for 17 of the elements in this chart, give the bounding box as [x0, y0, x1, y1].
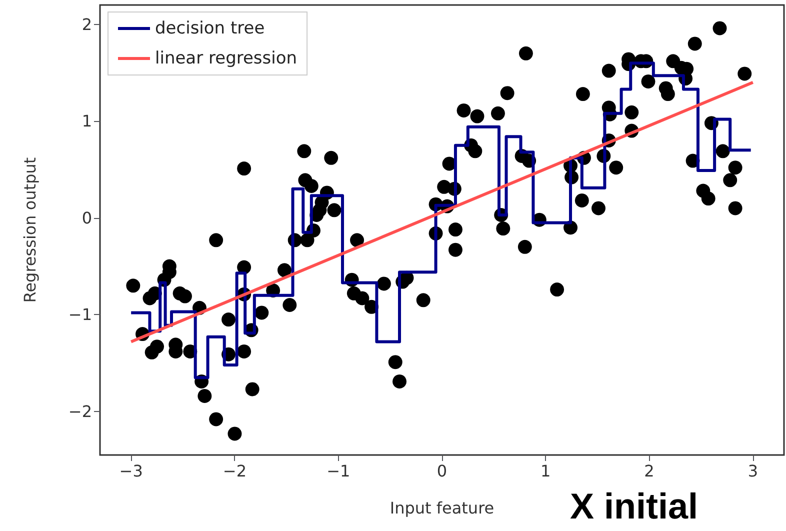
x-tick-label: −2: [222, 462, 247, 480]
y-tick-label: −2: [68, 402, 92, 421]
x-tick-label: −1: [326, 462, 350, 480]
y-tick-label: 0: [82, 208, 92, 228]
x-tick-label: −3: [119, 462, 143, 480]
x-axis-title: Input feature: [390, 498, 494, 518]
y-axis-title: Regression output: [20, 157, 40, 303]
x-tick-label: 1: [540, 462, 551, 480]
x-tick-label: 0: [436, 462, 448, 480]
x-tick-label: 3: [748, 462, 758, 480]
y-tick-label: 1: [82, 112, 92, 131]
legend-label: decision tree: [155, 18, 265, 38]
y-tick-label: 2: [82, 14, 92, 34]
x-tick-label: 2: [644, 462, 654, 480]
legend-label: linear regression: [155, 48, 298, 68]
text: X initial: [570, 486, 698, 526]
y-tick-label: −1: [68, 305, 92, 324]
